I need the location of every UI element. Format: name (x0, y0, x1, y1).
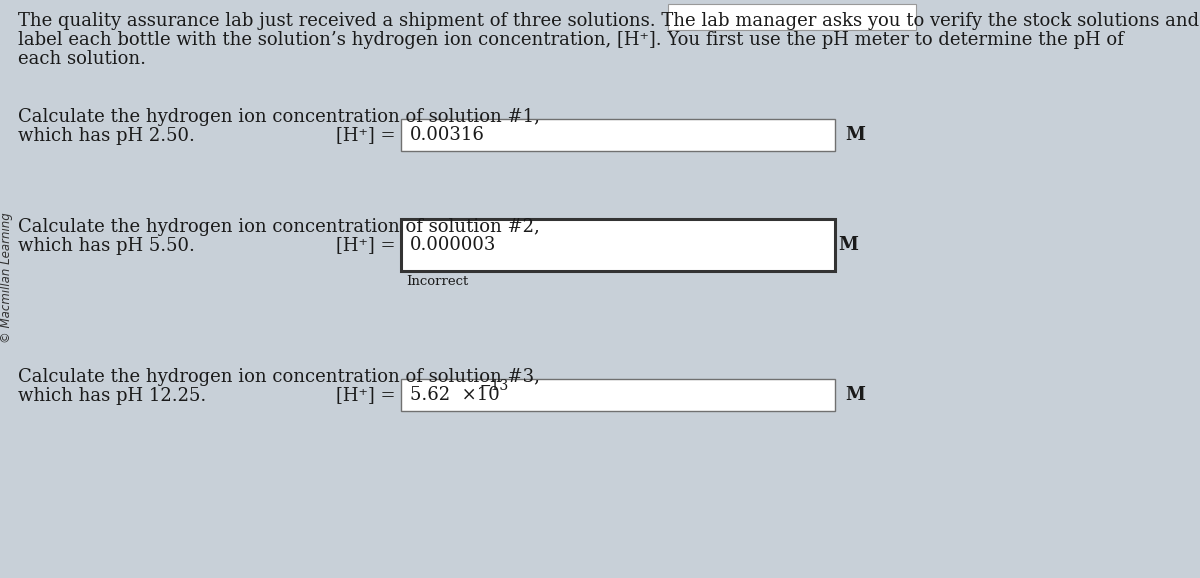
Text: The quality assurance lab just received a shipment of three solutions. The lab m: The quality assurance lab just received … (18, 12, 1199, 30)
Text: 0.000003: 0.000003 (410, 236, 497, 254)
Text: M: M (846, 386, 865, 404)
Text: which has pH 5.50.: which has pH 5.50. (18, 237, 196, 255)
Text: [H⁺] =: [H⁺] = (336, 126, 395, 144)
Text: [H⁺] =: [H⁺] = (336, 386, 395, 404)
Text: each solution.: each solution. (18, 50, 146, 68)
Text: which has pH 2.50.: which has pH 2.50. (18, 127, 196, 145)
Text: 5.62  ×10: 5.62 ×10 (410, 386, 499, 404)
FancyBboxPatch shape (401, 379, 835, 411)
Text: Calculate the hydrogen ion concentration of solution #3,: Calculate the hydrogen ion concentration… (18, 368, 540, 386)
Text: 0.00316: 0.00316 (410, 126, 485, 144)
Text: label each bottle with the solution’s hydrogen ion concentration, [H⁺]. You firs: label each bottle with the solution’s hy… (18, 31, 1124, 49)
FancyBboxPatch shape (668, 4, 917, 30)
Text: Calculate the hydrogen ion concentration of solution #1,: Calculate the hydrogen ion concentration… (18, 108, 540, 126)
FancyBboxPatch shape (401, 119, 835, 151)
Text: Calculate the hydrogen ion concentration of solution #2,: Calculate the hydrogen ion concentration… (18, 218, 540, 236)
Text: [H⁺] =: [H⁺] = (336, 236, 395, 254)
Text: © Macmillan Learning: © Macmillan Learning (0, 213, 13, 343)
Text: M: M (846, 126, 865, 144)
Text: −13: −13 (480, 379, 509, 393)
Text: Incorrect: Incorrect (407, 275, 469, 288)
Text: M: M (838, 236, 858, 254)
FancyBboxPatch shape (401, 219, 835, 271)
Text: which has pH 12.25.: which has pH 12.25. (18, 387, 206, 405)
